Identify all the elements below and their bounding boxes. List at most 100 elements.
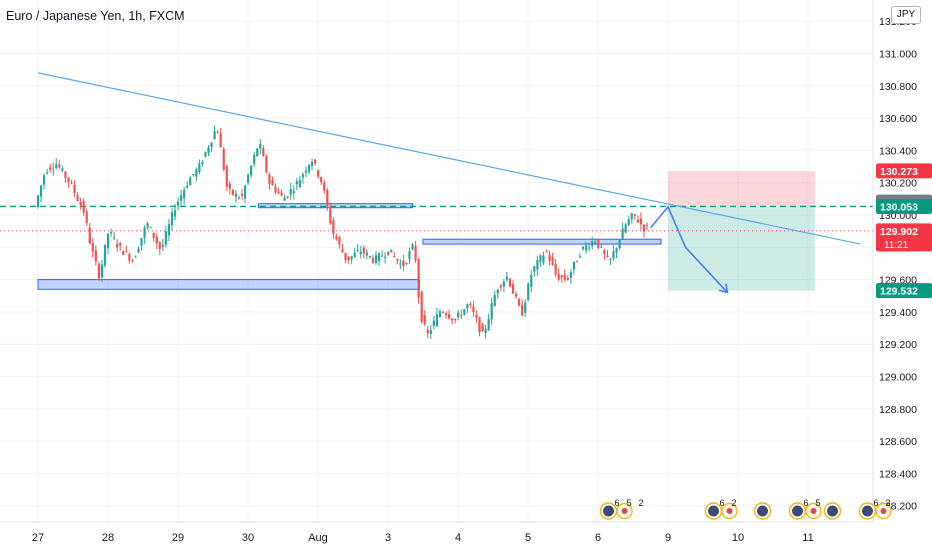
candle-body	[533, 266, 536, 272]
event-dot-icon	[726, 508, 733, 514]
candle-body	[478, 317, 481, 333]
candle-body	[219, 133, 222, 148]
candle-body	[377, 253, 381, 262]
candle-body	[173, 210, 177, 217]
candle-body	[362, 247, 365, 254]
candle-body	[603, 250, 606, 254]
candle-body	[505, 276, 509, 280]
event-marker[interactable]	[753, 502, 772, 520]
candle-body	[134, 256, 137, 258]
candle-body	[265, 156, 268, 173]
candle-body	[432, 320, 435, 326]
candle-body	[405, 263, 408, 265]
support-resistance-zone	[258, 203, 413, 209]
candle-body	[493, 295, 496, 307]
event-marker[interactable]	[823, 502, 842, 520]
candle-body	[97, 263, 100, 279]
stop-loss-zone	[668, 170, 815, 207]
candle-body	[292, 190, 295, 194]
candle-body	[317, 170, 320, 177]
candle-body	[320, 177, 323, 183]
candle-body	[298, 180, 301, 188]
candle-body	[91, 243, 94, 252]
time-tick-label: 9	[665, 532, 671, 544]
candle-body	[231, 189, 234, 195]
candle-body	[180, 195, 183, 201]
candle-body	[490, 303, 493, 320]
candle-body	[42, 175, 46, 185]
candle-body	[140, 238, 143, 246]
candle-body	[301, 174, 305, 178]
price-label-text: 130.273	[880, 166, 918, 178]
price-tick-label: 130.200	[879, 178, 917, 190]
candle-body	[457, 312, 460, 317]
time-tick-label: 27	[32, 532, 44, 544]
candle-body	[566, 277, 569, 280]
candle-body	[85, 211, 88, 224]
candle-body	[283, 197, 286, 201]
price-tick-label: 128.600	[879, 436, 917, 448]
price-label-129.902	[876, 223, 932, 252]
candle-body	[268, 174, 271, 184]
candle-body	[207, 147, 210, 153]
candle-body	[176, 201, 180, 206]
candle-body	[451, 318, 454, 321]
candle-body	[192, 174, 195, 176]
trendline	[37, 72, 861, 245]
candle-body	[396, 259, 399, 261]
candle-body	[472, 306, 475, 313]
candle-body	[359, 251, 362, 255]
candle-body	[341, 248, 344, 253]
candle-body	[137, 248, 140, 253]
candle-body	[329, 207, 332, 224]
candle-body	[106, 233, 110, 248]
candle-body	[149, 227, 152, 229]
event-flag-icon	[862, 505, 873, 517]
candle-body	[624, 224, 627, 233]
currency-badge[interactable]: JPY	[891, 6, 921, 24]
candle-body	[463, 309, 466, 315]
candle-body	[365, 252, 368, 256]
candle-body	[438, 311, 442, 317]
price-label-text: 130.053	[880, 201, 918, 213]
price-label-countdown: 11:21	[884, 240, 909, 251]
time-axis: 27 28 29 30 Aug 3 4 5 6 9 10 11	[32, 532, 814, 544]
candle-body	[542, 255, 545, 263]
candle-body	[423, 315, 426, 325]
candle-body	[636, 219, 639, 223]
candle-body	[578, 256, 582, 258]
candle-body	[615, 248, 618, 253]
candle-body	[146, 223, 149, 228]
candle-body	[417, 259, 420, 298]
candle-body	[554, 264, 557, 275]
price-label-130.273	[876, 163, 932, 179]
candle-body	[539, 255, 542, 262]
event-dot-icon	[810, 508, 817, 514]
candle-body	[502, 281, 505, 287]
price-axis: 128.200128.400128.600128.800129.000129.2…	[879, 16, 917, 513]
candle-body	[335, 236, 338, 240]
candle-body	[380, 255, 384, 257]
candle-body	[384, 256, 387, 258]
time-tick-label: 3	[385, 532, 391, 544]
candle-body	[551, 257, 554, 265]
time-tick-label: 11	[802, 532, 813, 544]
candle-body	[161, 244, 164, 247]
candle-body	[210, 142, 213, 148]
candle-body	[499, 285, 502, 288]
candle-body	[326, 190, 329, 206]
event-count: 2	[886, 498, 891, 508]
candle-body	[49, 167, 52, 170]
candle-body	[58, 164, 61, 168]
candle-body	[103, 244, 107, 266]
event-flag-icon	[708, 505, 719, 517]
price-tick-label: 128.400	[879, 468, 917, 480]
price-tick-label: 131.000	[879, 49, 917, 61]
price-tick-label: 130.800	[879, 81, 917, 93]
event-dot-icon	[621, 508, 628, 514]
